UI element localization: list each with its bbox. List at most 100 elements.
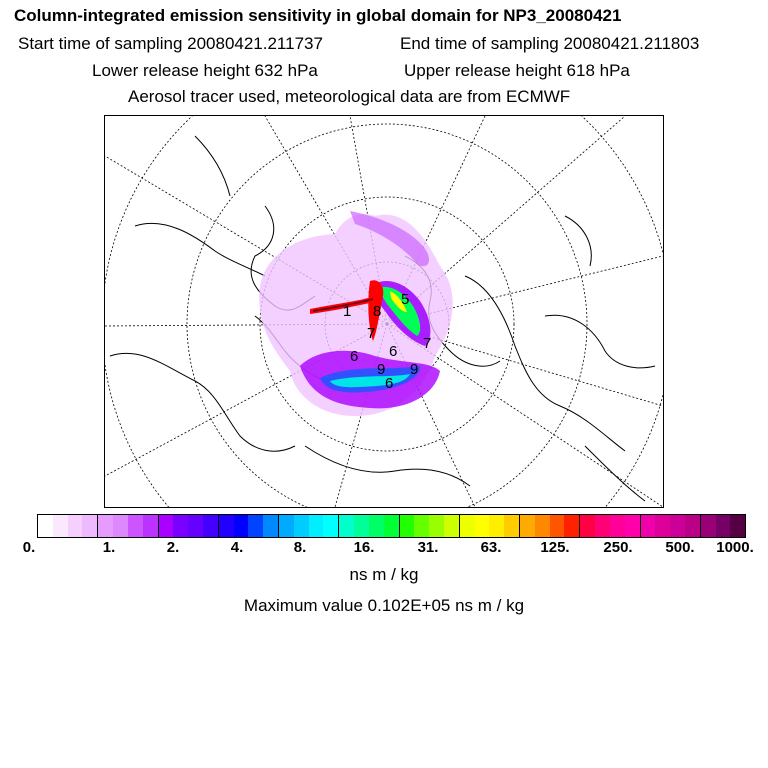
contour-label: 6 xyxy=(389,343,397,360)
meridian-line xyxy=(105,155,388,325)
plume-cyan xyxy=(330,374,410,388)
colorbar-cell xyxy=(173,515,189,537)
upper-height-label: Upper release height 618 hPa xyxy=(404,61,630,80)
coastline xyxy=(194,135,231,197)
colorbar-cell xyxy=(308,515,324,537)
colorbar-cell xyxy=(414,515,430,537)
colorbar-cell xyxy=(233,515,249,537)
colorbar-cell xyxy=(398,515,415,537)
colorbar-cell xyxy=(624,515,640,537)
colorbar-cell xyxy=(188,515,203,537)
colorbar-cell xyxy=(504,515,519,537)
colorbar-cell xyxy=(113,515,128,537)
colorbar-cell xyxy=(263,515,278,537)
contour-label: 9 xyxy=(410,361,418,378)
contour-label: 1 xyxy=(343,303,351,320)
colorbar-unit: ns m / kg xyxy=(349,565,419,584)
contour-label: 6 xyxy=(350,348,358,365)
colorbar-tick: 8. xyxy=(293,539,307,556)
colorbar-cell xyxy=(715,515,731,537)
plume-yellow xyxy=(390,291,407,312)
colorbar-tick: 4. xyxy=(230,539,244,556)
colorbar-cell xyxy=(127,515,143,537)
colorbar-cell xyxy=(670,515,685,537)
colorbar-cell xyxy=(534,515,550,537)
colorbar-cell xyxy=(97,515,114,537)
colorbar-cell xyxy=(730,515,746,537)
coastline xyxy=(464,275,626,452)
colorbar-cell xyxy=(639,515,656,537)
colorbar-cell xyxy=(38,515,53,537)
colorbar-cell xyxy=(383,515,399,537)
colorbar-cell xyxy=(458,515,475,537)
colorbar-cell xyxy=(82,515,98,537)
contour-label: 5 xyxy=(401,291,409,308)
colorbar-cell xyxy=(579,515,596,537)
colorbar-tick: 500. xyxy=(665,539,695,556)
contour-label: 6 xyxy=(385,375,393,392)
plume-green xyxy=(377,286,421,336)
sensitivity-plume xyxy=(259,211,453,416)
colorbar-cell xyxy=(202,515,218,537)
colorbar-cell xyxy=(67,515,83,537)
end-time-label: End time of sampling 20080421.211803 xyxy=(400,34,700,53)
meridian-line xyxy=(386,323,663,507)
colorbar-cell xyxy=(217,515,234,537)
contour-label: 7 xyxy=(367,325,375,342)
coastline xyxy=(134,222,266,277)
plume-arc xyxy=(350,211,430,267)
colorbar-cell xyxy=(655,515,671,537)
colorbar-cell xyxy=(564,515,580,537)
colorbar-cell xyxy=(489,515,505,537)
contour-label: 9 xyxy=(377,361,385,378)
contour-label: 8 xyxy=(373,303,381,320)
coastline xyxy=(584,445,646,502)
maximum-value-label: Maximum value 0.102E+05 ns m / kg xyxy=(243,596,525,615)
colorbar-cell xyxy=(609,515,625,537)
start-time-label: Start time of sampling 20080421.211737 xyxy=(18,34,323,53)
colorbar-cell xyxy=(354,515,369,537)
figure-title: Column-integrated emission sensitivity i… xyxy=(14,6,622,25)
colorbar-tick: 125. xyxy=(540,539,570,556)
plume-red xyxy=(368,280,384,341)
colorbar-cell xyxy=(595,515,610,537)
colorbar-tick: 1000. xyxy=(716,539,754,556)
colorbar-tick: 31. xyxy=(417,539,439,556)
latitude-circle xyxy=(259,196,515,452)
colorbar-cell xyxy=(52,515,68,537)
colorbar-cell xyxy=(443,515,459,537)
coastline xyxy=(564,215,592,267)
tracer-label: Aerosol tracer used, meteorological data… xyxy=(128,87,571,106)
colorbar-cell xyxy=(429,515,444,537)
contour-label: 7 xyxy=(423,335,431,352)
colorbar-cell xyxy=(684,515,700,537)
colorbar-cell xyxy=(248,515,264,537)
map-panel: 1 5 9 6 6 6 8 7 7 9 xyxy=(104,115,664,508)
colorbar-cell xyxy=(368,515,384,537)
colorbar-tick: 0. xyxy=(22,539,36,556)
colorbar-tick: 1. xyxy=(102,539,116,556)
colorbar-tick: 2. xyxy=(166,539,180,556)
colorbar-cell xyxy=(474,515,490,537)
contour-labels: 1 5 9 6 6 6 8 7 7 9 xyxy=(343,291,431,392)
colorbar-cell xyxy=(519,515,535,537)
colorbar-tick: 250. xyxy=(603,539,633,556)
colorbar-cell xyxy=(278,515,294,537)
meridian-line xyxy=(386,255,663,325)
coastline xyxy=(304,445,471,487)
colorbar-cell xyxy=(157,515,174,537)
lower-height-label: Lower release height 632 hPa xyxy=(92,61,318,80)
plume-dark-streak xyxy=(313,298,373,312)
colorbar-tick: 16. xyxy=(353,539,375,556)
colorbar xyxy=(37,514,746,538)
colorbar-cell xyxy=(293,515,309,537)
coastline xyxy=(544,314,656,369)
colorbar-cell xyxy=(338,515,355,537)
coastline xyxy=(109,352,296,452)
colorbar-tick: 63. xyxy=(480,539,502,556)
colorbar-cell xyxy=(323,515,339,537)
polar-map: 1 5 9 6 6 6 8 7 7 9 xyxy=(105,116,663,507)
colorbar-cell xyxy=(549,515,565,537)
colorbar-cell xyxy=(142,515,158,537)
colorbar-cell xyxy=(699,515,716,537)
